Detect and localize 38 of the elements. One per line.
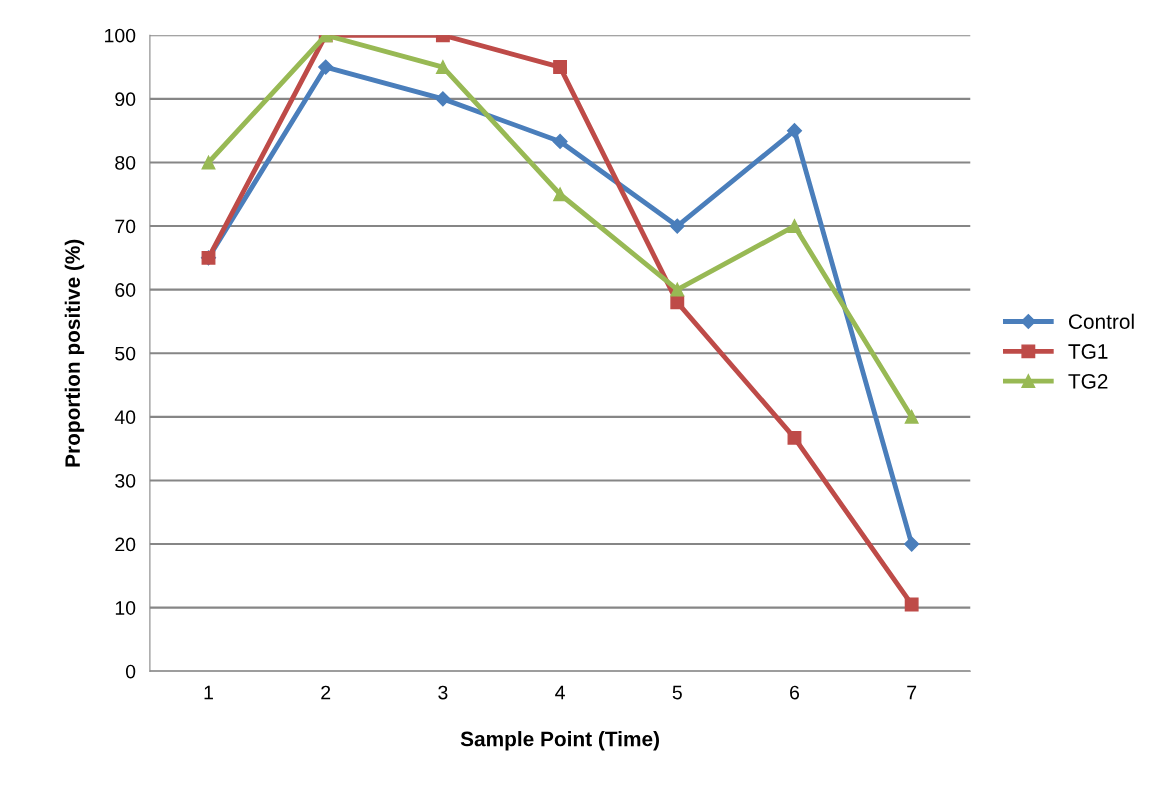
x-axis-title: Sample Point (Time) (460, 731, 659, 751)
legend-label: Control (1068, 313, 1134, 329)
point (786, 123, 803, 139)
point (787, 430, 802, 445)
y-tick-label: 10 (115, 601, 136, 615)
point (904, 409, 919, 424)
point (435, 60, 450, 74)
y-axis-title: Proportion positive (%) (64, 239, 85, 467)
legend-label: TG1 (1068, 344, 1108, 359)
legend-label: TG2 (1068, 373, 1108, 389)
point (787, 219, 802, 233)
y-tick-label: 90 (115, 92, 136, 107)
point (201, 155, 216, 170)
point (669, 218, 685, 234)
x-tick-label: 5 (672, 685, 682, 700)
point (553, 60, 568, 74)
x-tick-label: 3 (438, 685, 448, 700)
x-tick-label: 7 (907, 685, 917, 700)
point (904, 536, 920, 552)
point (435, 91, 451, 107)
x-tick-label: 1 (204, 685, 213, 700)
x-tick-label: 4 (555, 685, 565, 700)
y-tick-label: 20 (115, 537, 136, 552)
point (553, 187, 568, 202)
y-tick-label: 60 (115, 283, 136, 297)
y-tick-label: 80 (115, 155, 136, 170)
y-tick-label: 50 (115, 346, 136, 361)
y-tick-label: 70 (115, 219, 136, 234)
x-tick-label: 2 (321, 685, 331, 700)
x-tick-label: 6 (790, 685, 800, 700)
y-tick-label: 30 (115, 473, 136, 488)
y-tick-label: 40 (114, 410, 136, 425)
point (904, 597, 919, 612)
point (670, 282, 685, 297)
y-tick-label: 0 (125, 664, 136, 679)
point (552, 133, 568, 150)
point (318, 59, 334, 75)
y-tick-label: 100 (105, 28, 136, 43)
